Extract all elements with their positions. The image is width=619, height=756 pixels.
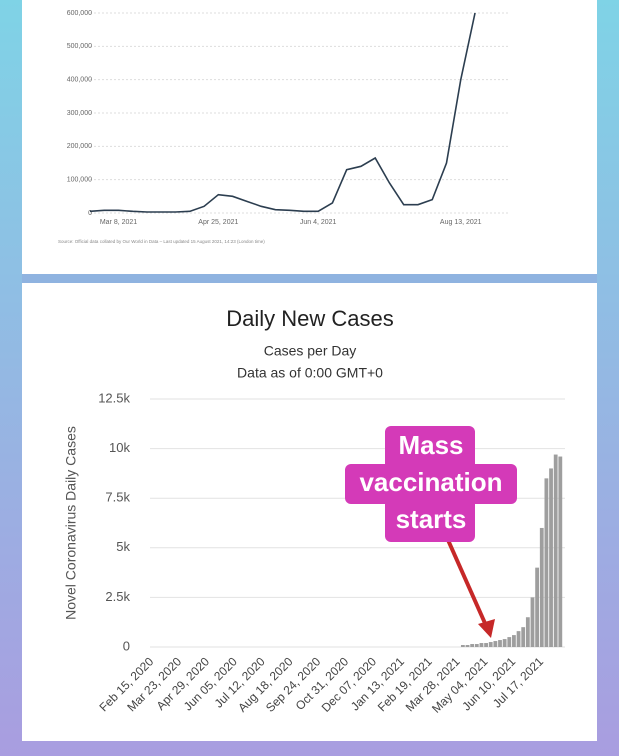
annotation-text: vaccination	[359, 467, 502, 497]
bar	[488, 642, 493, 647]
y-tick-label: 0	[123, 638, 130, 653]
arrow	[446, 539, 490, 631]
bar	[474, 644, 479, 647]
bar	[484, 643, 488, 647]
top-panel	[22, 0, 597, 274]
bar	[530, 597, 535, 647]
bar	[507, 637, 512, 647]
annotation-text: starts	[396, 504, 467, 534]
bar	[535, 567, 540, 647]
y-tick-label: 300,000	[67, 110, 92, 117]
x-tick-label: Aug 13, 2021	[440, 219, 482, 226]
bar	[525, 617, 530, 647]
bar	[512, 635, 516, 647]
x-tick-label: Apr 25, 2021	[198, 219, 238, 226]
y-axis-label: Novel Coronavirus Daily Cases	[63, 426, 79, 620]
y-tick-label: 5k	[116, 539, 130, 554]
y-tick-label: 10k	[109, 440, 130, 455]
chart-subtitle: Cases per Day	[264, 343, 357, 359]
source-note: Source: Official data collated by Our Wo…	[58, 239, 265, 244]
y-tick-label: 500,000	[67, 43, 92, 50]
bar	[498, 640, 502, 647]
arrow-head	[478, 619, 495, 638]
y-tick-label: 100,000	[67, 177, 92, 184]
y-tick-label: 200,000	[67, 143, 92, 150]
bar	[493, 641, 498, 647]
annotation-box	[345, 464, 517, 504]
y-tick-label: 2.5k	[105, 589, 130, 604]
y-tick-label: 7.5k	[105, 490, 130, 505]
bar	[502, 639, 507, 647]
line	[89, 12, 476, 213]
bottom-panel	[22, 283, 597, 741]
bar	[465, 645, 470, 647]
annotation-text: Mass	[398, 430, 463, 460]
bar	[470, 644, 475, 647]
chart-note: Data as of 0:00 GMT+0	[237, 365, 383, 381]
bar	[549, 468, 553, 647]
x-tick-label: Jun 4, 2021	[300, 219, 337, 226]
bar	[460, 645, 465, 647]
y-tick-label: 600,000	[67, 10, 92, 17]
bar	[544, 478, 549, 647]
y-tick-label: 0	[88, 210, 92, 217]
separator	[22, 274, 597, 283]
bar	[539, 527, 544, 647]
bar	[558, 456, 563, 647]
bar	[479, 643, 484, 647]
y-tick-label: 12.5k	[98, 390, 130, 405]
y-tick-label: 400,000	[67, 77, 92, 84]
chart-title: Daily New Cases	[226, 306, 394, 331]
x-tick-label: Mar 8, 2021	[100, 219, 137, 226]
bar	[521, 627, 526, 647]
bar	[516, 631, 521, 647]
bar	[553, 454, 558, 647]
